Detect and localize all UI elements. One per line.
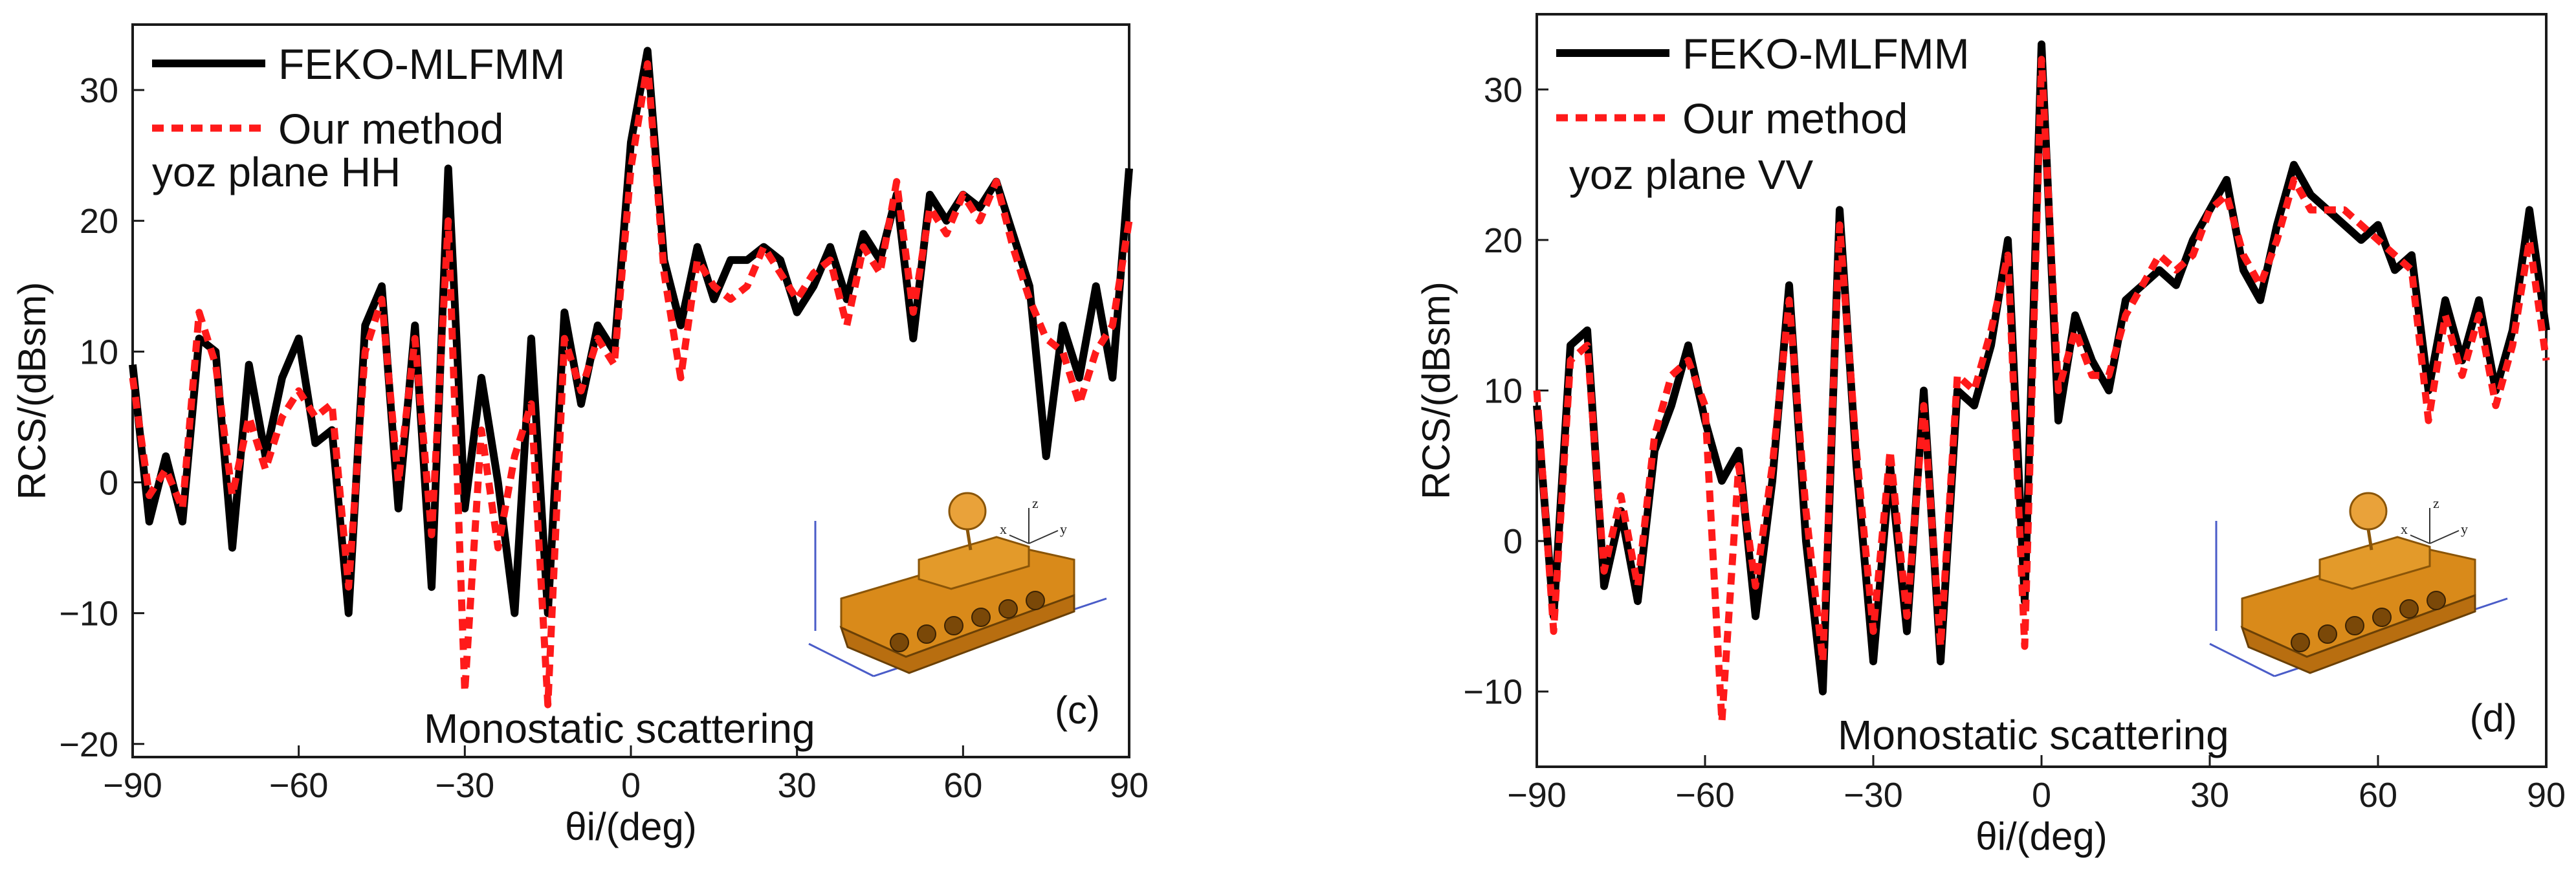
legend-label: Our method [1682, 94, 1908, 142]
inset-y-axis [2429, 530, 2460, 544]
x-tick-label: 30 [2190, 776, 2229, 815]
panel-tag: (d) [2470, 696, 2517, 740]
legend: FEKO-MLFMM Our method [1556, 30, 1970, 142]
tank-inset-1: z y x [2209, 492, 2508, 677]
y-tick-label: −10 [59, 595, 118, 633]
tank-track [839, 593, 1075, 674]
tank-inset-0: z y x [808, 492, 1107, 677]
series-line-our-method [129, 60, 1133, 709]
inset-x-axis [1009, 534, 1029, 544]
y-tick-label: 0 [99, 464, 118, 503]
legend: FEKO-MLFMM Our method [152, 40, 566, 153]
tank-wheel [971, 608, 991, 627]
tank-track [2240, 593, 2476, 674]
tank-wheel [2318, 624, 2337, 644]
monostatic-annotation: Monostatic scattering [424, 705, 815, 752]
x-tick-label: 60 [943, 766, 982, 805]
y-axis-title: RCS/(dBsm) [10, 282, 54, 500]
monostatic-annotation: Monostatic scattering [1838, 712, 2229, 758]
inset-y-label: y [1060, 521, 1067, 537]
tank-wheel [2399, 599, 2419, 619]
tank-turret [918, 536, 1030, 590]
y-tick-label: 20 [80, 202, 118, 241]
x-tick-label: −60 [1675, 776, 1735, 815]
x-tick-label: −90 [1507, 776, 1567, 815]
y-tick-label: 30 [80, 71, 118, 110]
plane-annotation: yoz plane VV [1569, 151, 1813, 198]
y-tick-label: 10 [1484, 372, 1523, 411]
inset-x-axis [2410, 534, 2430, 544]
x-tick-label: 60 [2359, 776, 2397, 815]
tank-wheel [944, 616, 963, 635]
tank-turret [2318, 536, 2431, 590]
tank-wheel [917, 624, 936, 644]
tank-wheel [2427, 591, 2446, 610]
x-tick-label: 0 [2032, 776, 2051, 815]
legend-label: FEKO-MLFMM [278, 40, 566, 88]
x-tick-label: −30 [435, 766, 495, 805]
y-tick-label: 10 [80, 333, 118, 371]
y-tick-label: 20 [1484, 221, 1523, 260]
tank-wheel [1026, 591, 1045, 610]
y-tick-label: 30 [1484, 71, 1523, 109]
series-line-our-method [1533, 56, 2550, 725]
inset-axis-line [808, 643, 874, 677]
inset-y-label: y [2461, 521, 2468, 537]
tank-wheel [2345, 616, 2364, 635]
radar-dish [2349, 492, 2388, 531]
y-tick-label: 0 [1503, 522, 1523, 561]
tank-wheel [2291, 633, 2310, 652]
legend-label: Our method [278, 105, 504, 153]
radar-dish [948, 492, 987, 531]
x-axis-title: θi/(deg) [1976, 815, 2107, 858]
tank-wheel [2372, 608, 2392, 627]
y-axis-title: RCS/(dBsm) [1415, 281, 1458, 500]
x-tick-label: −30 [1844, 776, 1903, 815]
chart-panel-0: −90 −60 −30 0 30 60 90 −20 −10 0 10 20 30 θi/(deg) RCS… [10, 23, 1149, 848]
y-tick-label: −20 [59, 725, 118, 764]
tank-wheel [890, 633, 909, 652]
inset-z-label: z [2433, 495, 2439, 511]
tank-wheel [998, 599, 1018, 619]
inset-y-axis [1028, 530, 1059, 544]
x-tick-label: 90 [2527, 776, 2566, 815]
x-tick-label: 30 [778, 766, 817, 805]
inset-x-label: x [1000, 521, 1007, 537]
radar-mast [965, 529, 973, 551]
x-axis-title: θi/(deg) [565, 805, 696, 848]
y-tick-label: −10 [1463, 673, 1523, 712]
x-tick-label: 90 [1110, 766, 1149, 805]
legend-label: FEKO-MLFMM [1682, 30, 1970, 78]
x-tick-label: 0 [621, 766, 641, 805]
plane-annotation: yoz plane HH [152, 149, 401, 195]
inset-z-label: z [1032, 495, 1039, 511]
x-tick-label: −90 [103, 766, 162, 805]
inset-x-label: x [2401, 521, 2408, 537]
inset-axis-line [2209, 643, 2275, 677]
radar-mast [2366, 529, 2373, 551]
x-tick-label: −60 [269, 766, 329, 805]
panel-tag: (c) [1055, 688, 1100, 732]
chart-panel-1: −90 −60 −30 0 30 60 90 −10 0 10 20 30 θi/(deg) RCS/(d… [1415, 13, 2566, 858]
